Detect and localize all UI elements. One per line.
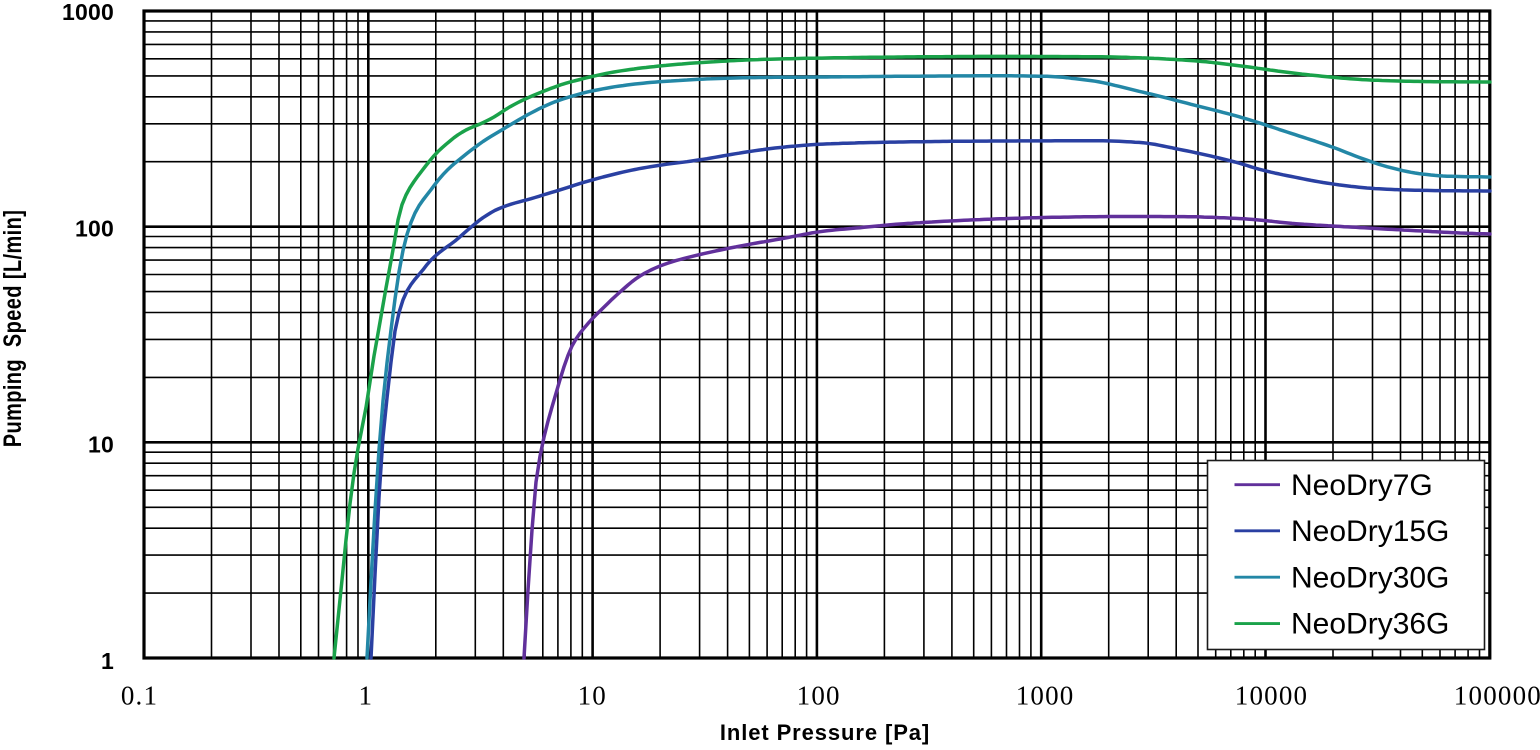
svg-text:NeoDry30G: NeoDry30G <box>1291 561 1449 594</box>
svg-text:100: 100 <box>797 681 841 711</box>
svg-text:100: 100 <box>75 215 114 241</box>
svg-text:1000: 1000 <box>1016 681 1075 711</box>
svg-text:Inlet Pressure [Pa]: Inlet Pressure [Pa] <box>720 720 930 745</box>
svg-text:1: 1 <box>101 648 114 674</box>
svg-text:10000: 10000 <box>1235 681 1309 711</box>
svg-text:NeoDry15G: NeoDry15G <box>1291 515 1449 548</box>
svg-text:NeoDry7G: NeoDry7G <box>1291 469 1433 502</box>
svg-text:Pumping Speed [L/min]: Pumping Speed [L/min] <box>0 210 27 448</box>
svg-text:NeoDry36G: NeoDry36G <box>1291 608 1449 641</box>
svg-text:10: 10 <box>578 681 607 711</box>
svg-text:1000: 1000 <box>62 0 114 25</box>
svg-text:100000: 100000 <box>1454 681 1540 711</box>
svg-text:10: 10 <box>88 432 114 458</box>
svg-text:1: 1 <box>359 681 374 711</box>
svg-text:0.1: 0.1 <box>121 681 158 711</box>
